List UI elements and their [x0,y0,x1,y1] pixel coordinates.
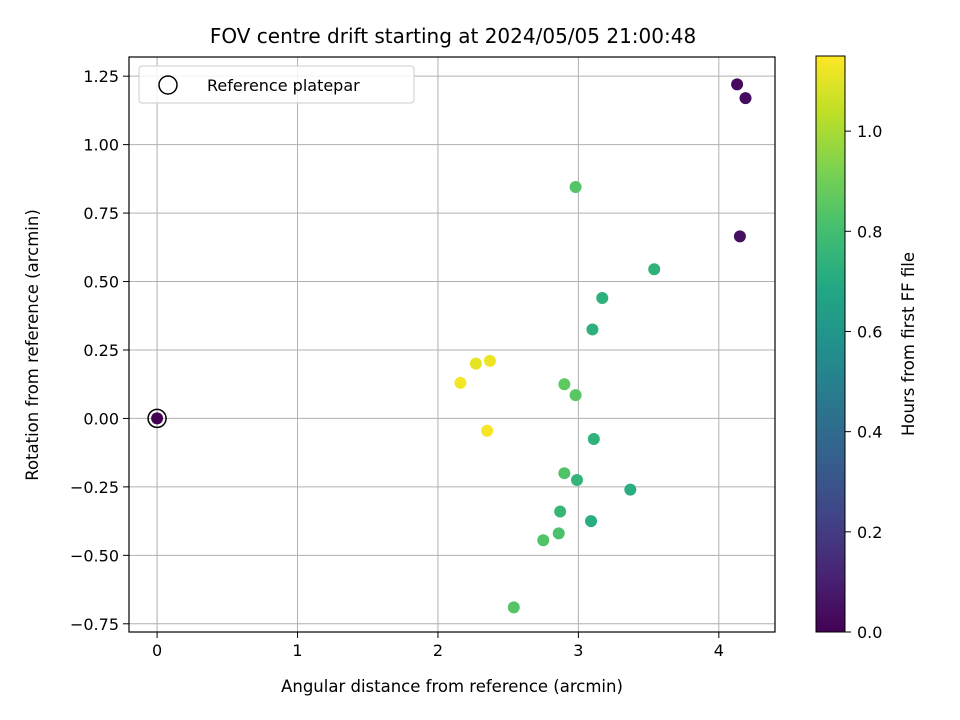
data-point [483,354,496,367]
colorbar-ticks: 0.0 0.2 0.4 0.6 0.8 1.0 [845,122,882,642]
y-tick-label: −0.25 [70,478,119,497]
x-tick-label: 0 [152,641,162,660]
data-point [558,467,571,480]
data-point [569,389,582,402]
data-point [624,483,637,496]
data-point [151,412,164,425]
data-point [558,378,571,391]
data-point [587,432,600,445]
y-tick-label: 1.00 [83,136,119,155]
y-tick-label: 0.25 [83,341,119,360]
data-point [585,515,598,528]
colorbar-tick-label: 0.2 [857,523,882,542]
data-point [454,376,467,389]
y-axis-label: Rotation from reference (arcmin) [23,209,42,481]
reference-platepar-marker [147,408,167,429]
data-point [570,474,583,487]
colorbar-tick-label: 0.8 [857,222,882,241]
data-point [554,505,567,518]
colorbar-tick-label: 0.4 [857,423,882,442]
data-point [552,527,565,540]
y-tick-label: 0.50 [83,273,119,292]
y-axis-ticks: −0.75 −0.50 −0.25 0.00 0.25 0.50 0.75 1.00 1.25 [70,67,129,634]
data-point [648,263,661,276]
colorbar-tick-label: 0.0 [857,623,882,642]
colorbar: 0.0 0.2 0.4 0.6 0.8 1.0 Hours from first FF f… [815,55,918,642]
data-point [469,357,482,370]
x-axis-label: Angular distance from reference (arcmin) [281,677,623,696]
grid [129,57,775,632]
y-tick-label: 1.25 [83,67,119,86]
x-tick-label: 3 [573,641,583,660]
data-point [569,181,582,194]
x-tick-label: 1 [292,641,302,660]
x-axis-ticks: 0 1 2 3 4 [152,632,724,660]
legend-marker [158,75,178,95]
legend: Reference platepar [138,65,415,104]
x-tick-label: 4 [714,641,724,660]
y-tick-label: 0.00 [83,409,119,428]
legend-label: Reference platepar [207,76,360,95]
chart-title: FOV centre drift starting at 2024/05/05 … [210,24,696,48]
legend-box [138,65,415,104]
data-point [507,601,520,614]
colorbar-gradient [815,55,846,633]
data-point [596,291,609,304]
data-points [147,78,752,614]
data-point [481,424,494,437]
colorbar-tick-label: 1.0 [857,122,882,141]
data-point [733,230,746,243]
colorbar-label: Hours from first FF file [899,252,918,436]
x-tick-label: 2 [433,641,443,660]
y-tick-label: −0.75 [70,615,119,634]
y-tick-label: 0.75 [83,204,119,223]
data-point [586,323,599,336]
colorbar-tick-label: 0.6 [857,322,882,341]
data-point [739,92,752,105]
y-tick-label: −0.50 [70,546,119,565]
data-point [537,534,550,547]
plot-frame [128,56,776,633]
data-point [731,78,744,91]
